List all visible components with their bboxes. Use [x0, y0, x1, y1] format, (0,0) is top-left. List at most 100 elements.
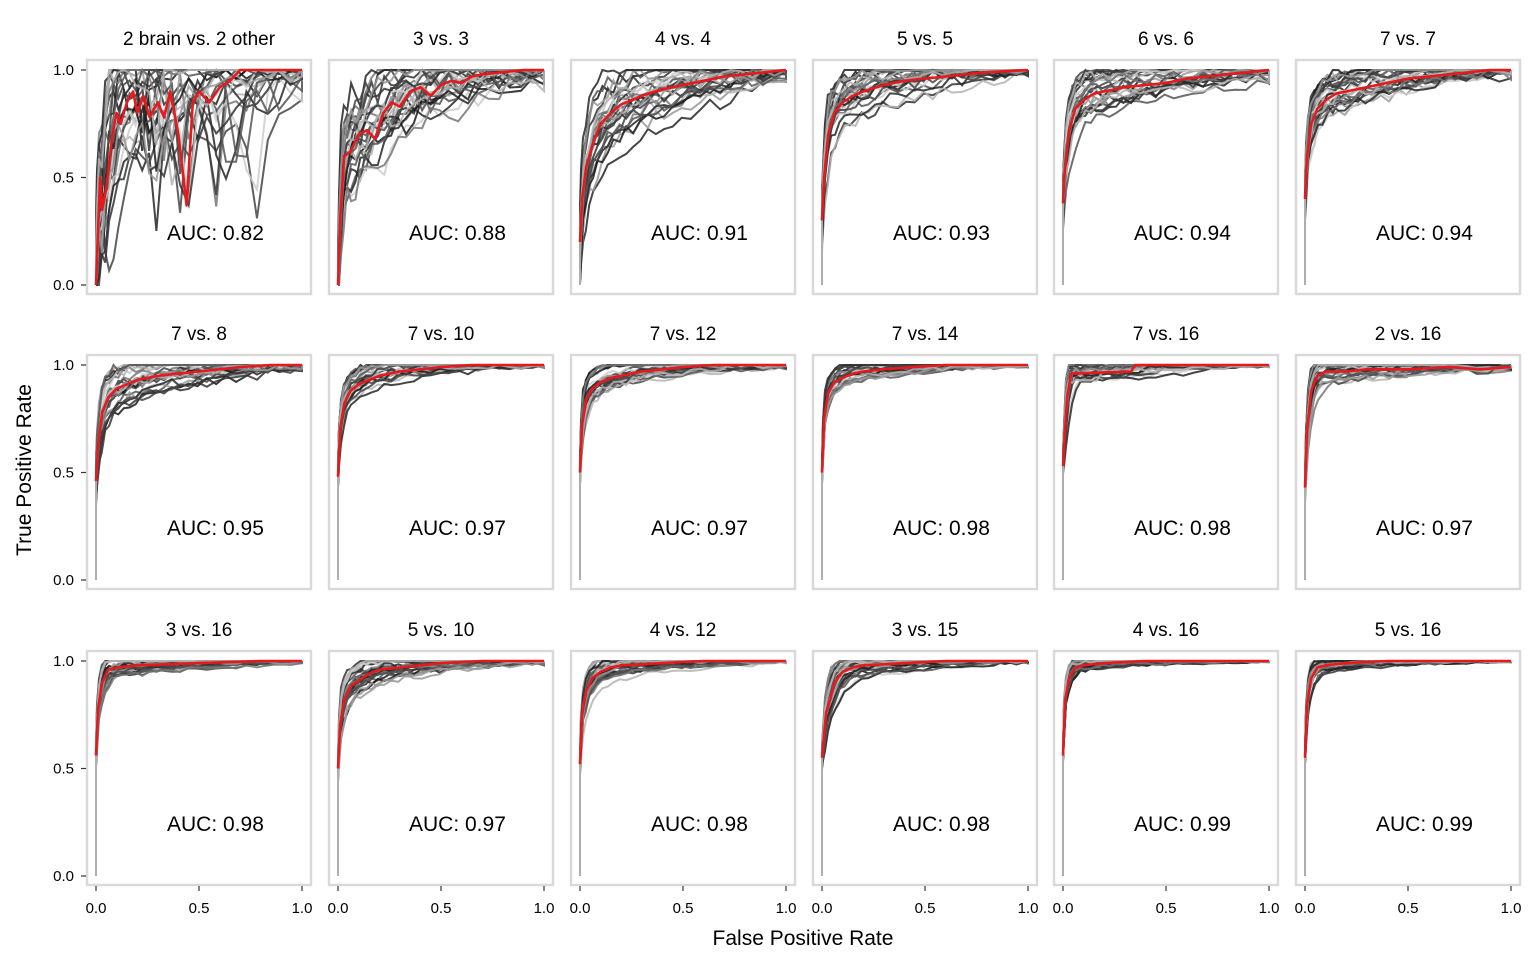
panel-frame — [327, 353, 555, 591]
panel-title: 5 vs. 5 — [897, 29, 953, 50]
bootstrap-curve — [337, 68, 545, 285]
bootstrap-curve — [95, 68, 303, 285]
auc-label: AUC: 0.98 — [167, 813, 264, 836]
panel-title: 7 vs. 16 — [1133, 324, 1200, 345]
x-tick-label: 0.0 — [812, 900, 833, 917]
roc-panel: 6 vs. 6 AUC: 0.94 — [1052, 29, 1280, 296]
bootstrap-curve — [95, 363, 303, 580]
roc-panel: 7 vs. 16 AUC: 0.98 — [1052, 324, 1280, 591]
auc-label: AUC: 0.98 — [893, 517, 990, 540]
x-tick-label: 1.0 — [776, 900, 797, 917]
x-tick-label: 0.0 — [1053, 900, 1074, 917]
auc-label: AUC: 0.88 — [409, 222, 506, 245]
bootstrap-curve — [1304, 364, 1512, 580]
mean-roc-curve — [94, 363, 302, 482]
panel-title: 4 vs. 16 — [1133, 620, 1200, 641]
panel-title: 5 vs. 16 — [1375, 620, 1442, 641]
mean-roc-curve — [1303, 659, 1511, 758]
bootstrap-curve — [1062, 68, 1270, 285]
bootstrap-curve — [337, 660, 545, 876]
mean-roc-curve — [1061, 659, 1269, 756]
panel-frame — [569, 649, 797, 887]
mean-roc-curve — [94, 68, 302, 286]
bootstrap-curve — [579, 70, 787, 285]
bootstrap-curve — [821, 68, 1029, 285]
bootstrap-curve — [95, 365, 303, 580]
mean-roc-curve — [336, 659, 544, 769]
roc-panel: 4 vs. 16 AUC: 0.99 0.0 0.5 1.0 — [1053, 620, 1280, 917]
panel-title: 3 vs. 15 — [892, 620, 959, 641]
panel-title: 2 brain vs. 2 other — [123, 29, 276, 50]
x-tick-label: 0.0 — [1295, 900, 1316, 917]
bootstrap-curve — [338, 68, 545, 286]
mean-roc-curve — [578, 68, 787, 243]
auc-label: AUC: 0.98 — [1134, 517, 1231, 540]
roc-panel: 4 vs. 12 AUC: 0.98 0.0 0.5 1.0 — [570, 620, 797, 917]
bootstrap-curve — [337, 70, 545, 285]
auc-label: AUC: 0.94 — [1376, 222, 1473, 245]
auc-label: AUC: 0.97 — [651, 517, 748, 540]
x-tick-label: 1.0 — [1259, 900, 1280, 917]
bootstrap-curve — [337, 70, 545, 285]
panel-frame — [1052, 649, 1280, 887]
panel-frame — [1052, 353, 1280, 591]
mean-roc-curve — [1303, 68, 1511, 200]
bootstrap-curve — [821, 69, 1029, 285]
mean-roc-curve — [1061, 363, 1269, 467]
panel-frame — [811, 353, 1039, 591]
roc-panel: 7 vs. 7 AUC: 0.94 — [1294, 29, 1522, 296]
y-tick-label: 0.5 — [53, 761, 74, 778]
mean-roc-curve — [578, 363, 786, 473]
bootstrap-curve — [579, 660, 786, 876]
auc-label: AUC: 0.97 — [1376, 517, 1473, 540]
roc-panel: 3 vs. 16 AUC: 0.98 0.0 0.5 1.0 0.0 0.5 1.0 — [53, 620, 312, 917]
x-axis-label: False Positive Rate — [713, 927, 894, 950]
panel-title: 7 vs. 7 — [1380, 29, 1436, 50]
panel-frame — [569, 353, 797, 591]
bootstrap-curve — [1062, 70, 1270, 285]
panel-title: 2 vs. 16 — [1375, 324, 1442, 345]
bootstrap-curve — [821, 660, 1028, 876]
bootstrap-curves — [1062, 68, 1270, 285]
panel-frame — [1294, 353, 1522, 591]
x-tick-label: 0.5 — [1156, 900, 1177, 917]
panel-title: 7 vs. 14 — [892, 324, 959, 345]
roc-panel: 4 vs. 4 AUC: 0.91 — [569, 29, 797, 296]
bootstrap-curve — [1062, 70, 1270, 285]
mean-roc-curve — [578, 659, 786, 765]
panel-frame — [85, 649, 313, 887]
roc-panel: 2 brain vs. 2 other AUC: 0.82 0.0 0.5 1.0 — [53, 29, 313, 296]
y-tick-label: 0.5 — [53, 170, 74, 187]
bootstrap-curves — [1304, 363, 1512, 580]
x-tick-label: 0.0 — [86, 900, 107, 917]
x-tick-label: 0.5 — [673, 900, 694, 917]
bootstrap-curve — [1062, 363, 1270, 580]
auc-label: AUC: 0.99 — [1134, 813, 1231, 836]
auc-label: AUC: 0.97 — [409, 517, 506, 540]
x-tick-label: 0.5 — [431, 900, 452, 917]
x-tick-label: 1.0 — [1501, 900, 1522, 917]
panel-title: 6 vs. 6 — [1138, 29, 1194, 50]
bootstrap-curve — [579, 69, 787, 285]
bootstrap-curve — [95, 661, 303, 876]
y-tick-label: 1.0 — [53, 62, 74, 79]
y-tick-label: 0.5 — [53, 465, 74, 482]
mean-roc-curve — [94, 659, 302, 756]
roc-panel: 7 vs. 8 AUC: 0.95 0.0 0.5 1.0 — [53, 324, 313, 591]
panel-title: 5 vs. 10 — [408, 620, 475, 641]
bootstrap-curve — [821, 69, 1029, 285]
panel-title: 4 vs. 4 — [655, 29, 711, 50]
y-tick-label: 0.0 — [53, 572, 74, 589]
roc-panel: 7 vs. 12 AUC: 0.97 — [569, 324, 797, 591]
panel-frame — [1052, 58, 1280, 296]
auc-label: AUC: 0.95 — [167, 517, 264, 540]
y-tick-label: 0.0 — [53, 868, 74, 885]
x-tick-label: 0.0 — [570, 900, 591, 917]
bootstrap-curve — [1304, 659, 1512, 876]
roc-panel: 3 vs. 3 AUC: 0.88 — [327, 29, 555, 296]
x-tick-label: 1.0 — [1018, 900, 1039, 917]
bootstrap-curve — [579, 365, 787, 580]
y-tick-label: 1.0 — [53, 653, 74, 670]
